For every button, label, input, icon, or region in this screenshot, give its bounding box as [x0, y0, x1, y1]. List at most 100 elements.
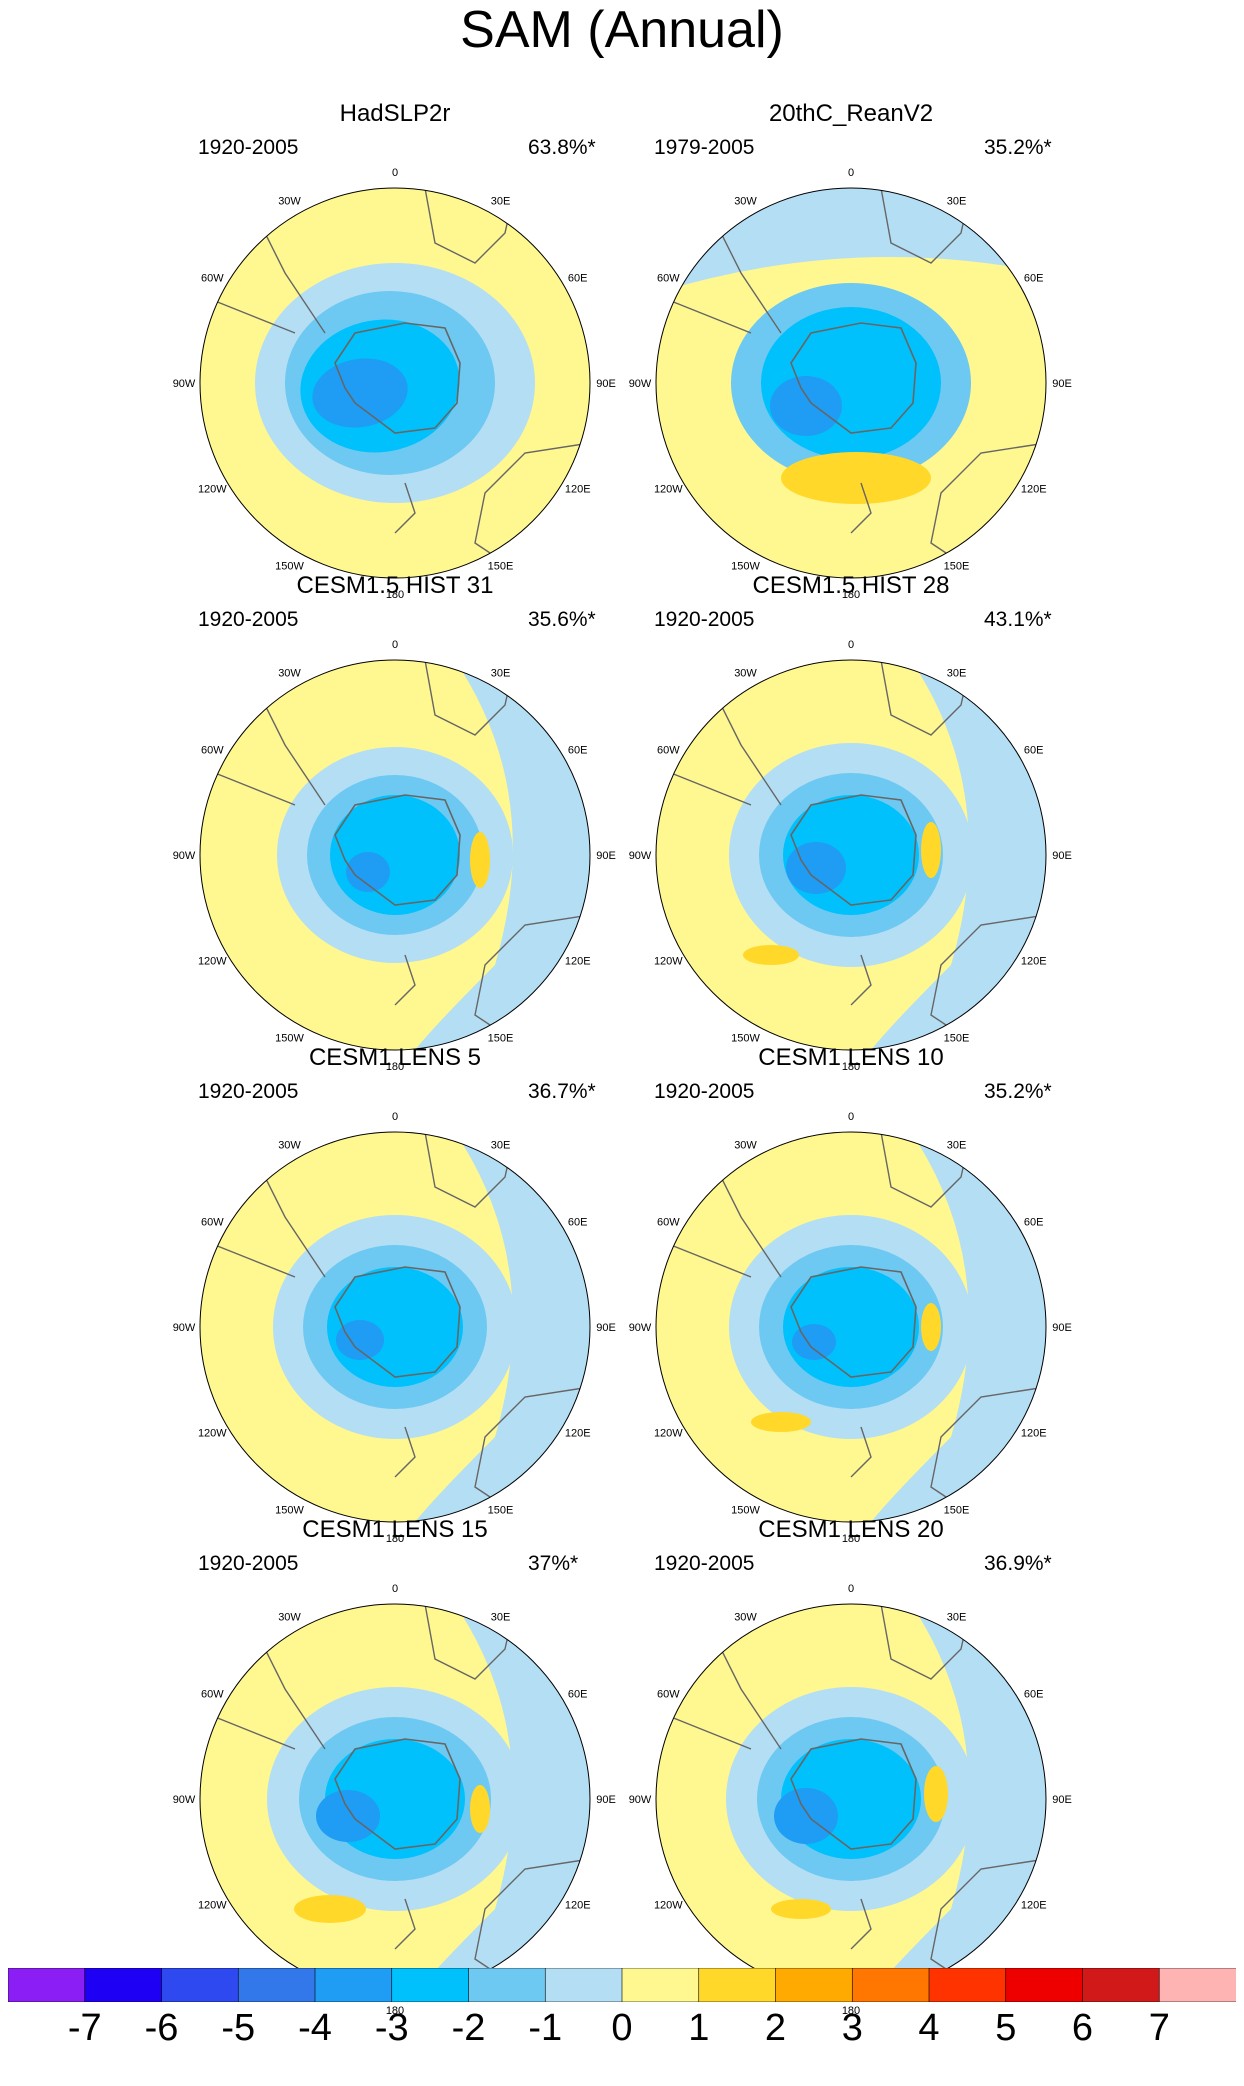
antarctica-outline: [790, 794, 917, 906]
longitude-label: 0: [392, 1111, 398, 1123]
longitude-label: 30E: [491, 1139, 511, 1151]
polar-map: 0 30E 60E 90E 120E 150E 180 150W 120W 90W 60W 30W: [173, 1111, 616, 1545]
colorbar-tick-label: 2: [764, 2007, 787, 2049]
longitude-label: 30W: [734, 667, 757, 679]
antarctica-outline: [334, 794, 461, 906]
colorbar-swatch: [1082, 1968, 1161, 2002]
longitude-label: 90W: [629, 1794, 652, 1806]
anomaly-contour: [921, 1303, 941, 1351]
panel-title: CESM1 LENS 20: [758, 1516, 944, 1543]
anomaly-contour: [470, 832, 490, 888]
colorbar: [8, 1968, 1236, 2002]
anomaly-contour: [294, 1895, 366, 1923]
colorbar-swatch: [84, 1968, 163, 2002]
panel-variance-percent: 36.7%*: [528, 1080, 596, 1103]
longitude-label: 90E: [596, 850, 616, 862]
longitude-label: 60E: [1024, 745, 1044, 757]
colorbar-swatch: [1158, 1968, 1236, 2002]
polar-map: 0 30E 60E 90E 120E 150E 180 150W 120W 90W 60W 30W: [629, 639, 1072, 1073]
map-border: [199, 1131, 591, 1523]
anomaly-contour: [921, 822, 941, 878]
colorbar-swatch: [851, 1968, 930, 2002]
longitude-label: 150W: [275, 1033, 304, 1045]
map-border: [655, 1131, 1047, 1523]
panel-period: 1920-2005: [654, 608, 755, 631]
anomaly-contour: [751, 1412, 811, 1432]
longitude-label: 150W: [731, 561, 760, 573]
longitude-label: 30E: [947, 195, 967, 207]
longitude-label: 150W: [275, 561, 304, 573]
longitude-label: 30E: [947, 1611, 967, 1623]
colorbar-tick-label: 7: [1148, 2007, 1170, 2049]
colorbar-swatch: [1005, 1968, 1084, 2002]
edge-anomaly-band: [415, 1132, 590, 1522]
map-panel: 030E60E90E120E150E180150W120W90W60W30WCE…: [173, 1516, 658, 2017]
longitude-label: 180: [842, 1533, 860, 1545]
colorbar-tick-label: -4: [298, 2007, 332, 2049]
panel-period: 1979-2005: [654, 136, 755, 159]
colorbar-swatch: [775, 1968, 854, 2002]
panel-variance-percent: 36.9%*: [984, 1552, 1052, 1575]
longitude-label: 180: [842, 1061, 860, 1073]
longitude-label: 60W: [657, 745, 680, 757]
antarctica-outline: [334, 322, 461, 434]
longitude-label: 0: [848, 167, 854, 179]
edge-anomaly-band: [415, 660, 590, 1050]
colorbar-tick-label: 1: [688, 2007, 710, 2049]
panel-title: HadSLP2r: [339, 100, 451, 127]
longitude-label: 60E: [1024, 1217, 1044, 1229]
antarctica-outline: [790, 1738, 917, 1850]
longitude-label: 90W: [629, 1322, 652, 1334]
map-border: [655, 187, 1047, 579]
anomaly-contour: [781, 452, 931, 504]
longitude-label: 120E: [565, 956, 591, 968]
figure-title: SAM (Annual): [460, 1, 784, 59]
colorbar-swatch: [391, 1968, 470, 2002]
longitude-label: 90E: [1052, 850, 1072, 862]
longitude-label: 90E: [596, 1322, 616, 1334]
longitude-label: 120E: [565, 1900, 591, 1912]
panel-variance-percent: 37%*: [528, 1552, 579, 1575]
panel-title: CESM1.5 HIST 31: [296, 572, 494, 599]
colorbar-tick-label: -5: [221, 2007, 256, 2049]
longitude-label: 90E: [1052, 1322, 1072, 1334]
antarctica-outline: [334, 1266, 461, 1378]
edge-anomaly-band: [871, 1604, 1046, 1994]
longitude-label: 0: [848, 1583, 854, 1595]
longitude-label: 60E: [568, 745, 588, 757]
longitude-label: 120W: [198, 484, 227, 496]
colorbar-swatch: [161, 1968, 240, 2002]
longitude-label: 150W: [731, 1033, 760, 1045]
longitude-label: 30W: [734, 1611, 757, 1623]
longitude-label: 30E: [491, 1611, 511, 1623]
panel-variance-percent: 43.1%*: [984, 608, 1052, 631]
panel-period: 1920-2005: [198, 1552, 299, 1575]
longitude-label: 0: [848, 1111, 854, 1123]
longitude-label: 30E: [491, 195, 511, 207]
longitude-label: 90E: [596, 1794, 616, 1806]
anomaly-contour: [743, 945, 799, 965]
longitude-label: 30E: [947, 667, 967, 679]
colorbar-tick-label: -6: [144, 2007, 179, 2049]
longitude-label: 120W: [654, 1428, 683, 1440]
panel-period: 1920-2005: [654, 1080, 755, 1103]
colorbar-tick-label: -3: [374, 2007, 409, 2049]
anomaly-contour: [924, 1766, 948, 1822]
map-panel: 030E60E90E120E150E180150W120W90W60W30WCE…: [629, 1516, 1114, 2017]
panel-title: CESM1 LENS 10: [758, 1044, 944, 1071]
panel-period: 1920-2005: [654, 1552, 755, 1575]
longitude-label: 150E: [488, 1505, 514, 1517]
panel-variance-percent: 35.2%*: [984, 1080, 1052, 1103]
antarctica-outline: [790, 1266, 917, 1378]
longitude-label: 150E: [944, 1505, 970, 1517]
colorbar-swatch: [468, 1968, 547, 2002]
longitude-label: 60W: [657, 273, 680, 285]
longitude-label: 120W: [654, 1900, 683, 1912]
map-border: [199, 659, 591, 1051]
longitude-label: 150E: [944, 561, 970, 573]
antarctica-outline: [790, 322, 917, 434]
antarctica-outline: [334, 1738, 461, 1850]
longitude-label: 60W: [657, 1217, 680, 1229]
